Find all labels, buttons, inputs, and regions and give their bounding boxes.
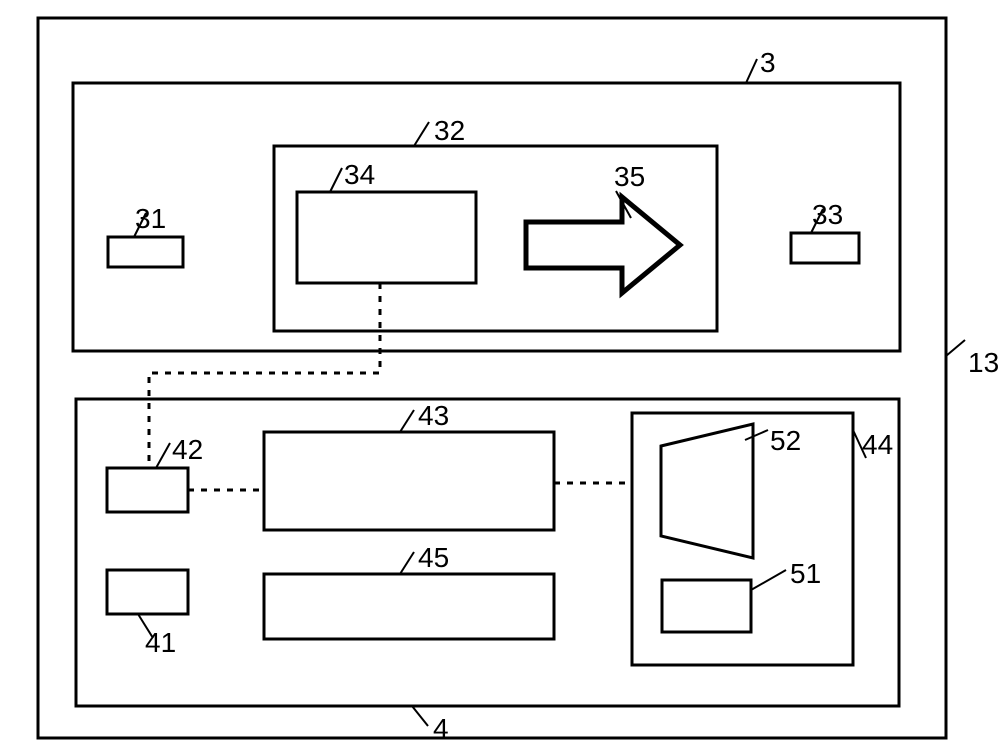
label-l4: 4 [433,713,449,744]
box-34 [297,192,476,283]
label-l31: 31 [135,203,166,234]
label-l45: 45 [418,542,449,573]
leader-l3 [746,59,757,83]
box-44 [632,413,853,665]
label-l41: 41 [145,627,176,658]
label-l52: 52 [770,425,801,456]
label-l34: 34 [344,159,375,190]
box-33 [791,233,859,263]
leader-l42 [156,443,170,468]
label-l43: 43 [418,400,449,431]
label-l33: 33 [812,199,843,230]
trapezoid-52-icon [661,424,753,558]
leader-l13 [946,340,965,356]
leader-l51 [751,570,786,590]
block-diagram: 13 3 32 31 33 34 35 4 41 42 43 45 44 51 52 [0,0,1000,756]
box-31 [108,237,183,267]
leader-l45 [400,552,414,574]
label-l35: 35 [614,161,645,192]
leader-l34 [330,168,342,192]
leader-l43 [400,410,414,432]
arrow-35-icon [526,197,680,293]
label-l42: 42 [172,434,203,465]
box-43 [264,432,554,530]
label-l3: 3 [760,47,776,78]
box-41 [107,570,188,614]
leader-l4 [412,706,428,726]
box-51 [662,580,751,632]
leader-l52 [745,430,768,440]
box-45 [264,574,554,639]
box-3 [73,83,900,351]
leader-l32 [414,122,429,146]
box-42 [107,468,188,512]
label-l44: 44 [862,429,893,460]
label-l32: 32 [434,115,465,146]
label-l13: 13 [968,347,999,378]
label-l51: 51 [790,558,821,589]
